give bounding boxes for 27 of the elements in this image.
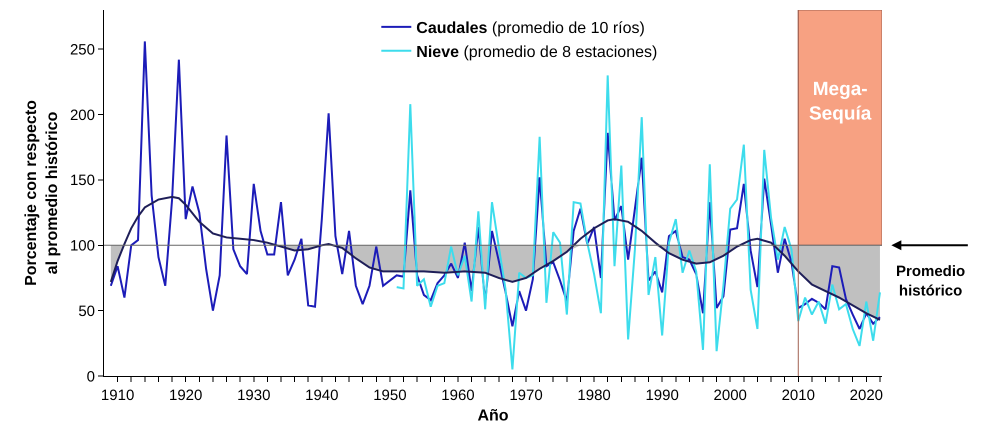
x-tick-label: 1920 (168, 387, 202, 404)
x-tick-label: 1910 (100, 387, 134, 404)
legend-label: Caudales (promedio de 10 ríos) (416, 20, 645, 38)
x-tick-label: 1970 (509, 387, 543, 404)
line-series (396, 74, 881, 370)
y-tick-label: 200 (70, 106, 95, 124)
x-axis-title: Año (477, 408, 509, 425)
line-series (110, 196, 881, 321)
x-tick-label: 2010 (782, 387, 815, 404)
line-series (110, 40, 881, 330)
legend-label: Nieve (promedio de 8 estaciones) (416, 44, 658, 61)
x-tick-label: 1980 (577, 387, 611, 404)
y-axis-title: Porcentaje con respecto al promedio histórico (23, 100, 61, 286)
y-tick-label: 100 (70, 238, 95, 255)
x-tick-label: 2020 (850, 387, 884, 404)
band-label: Mega-Sequía (809, 79, 872, 125)
x-tick-label: 2000 (714, 387, 747, 404)
x-tick-label: 1960 (441, 387, 475, 404)
x-tick-label: 1950 (373, 387, 407, 404)
y-tick-label: 0 (86, 368, 95, 386)
y-tick-label: 150 (70, 172, 95, 190)
y-tick-label: 50 (78, 302, 95, 320)
x-tick-label: 1940 (305, 387, 338, 404)
x-tick-label: 1990 (645, 387, 679, 404)
ref-line-label: Promedio histórico (896, 263, 966, 300)
x-tick-label: 1930 (237, 387, 270, 404)
y-tick-label: 250 (70, 41, 95, 58)
